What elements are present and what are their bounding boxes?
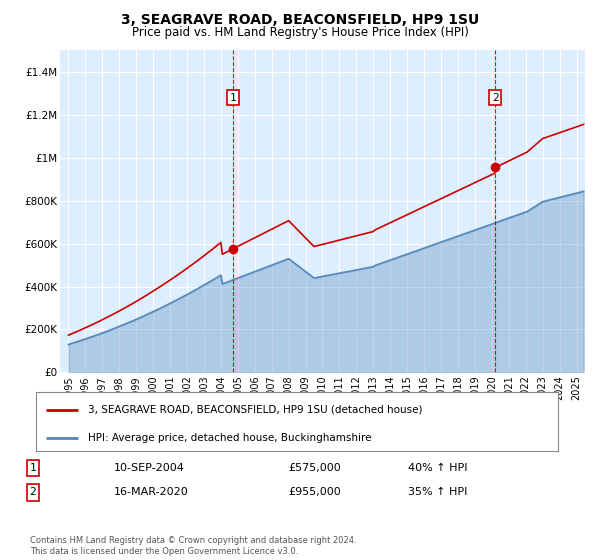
Text: 35% ↑ HPI: 35% ↑ HPI bbox=[408, 487, 467, 497]
Text: 1: 1 bbox=[29, 463, 37, 473]
Text: Contains HM Land Registry data © Crown copyright and database right 2024.
This d: Contains HM Land Registry data © Crown c… bbox=[30, 536, 356, 556]
Text: 3, SEAGRAVE ROAD, BEACONSFIELD, HP9 1SU (detached house): 3, SEAGRAVE ROAD, BEACONSFIELD, HP9 1SU … bbox=[88, 405, 422, 414]
Text: 3, SEAGRAVE ROAD, BEACONSFIELD, HP9 1SU: 3, SEAGRAVE ROAD, BEACONSFIELD, HP9 1SU bbox=[121, 13, 479, 27]
Text: £955,000: £955,000 bbox=[288, 487, 341, 497]
Text: 2: 2 bbox=[29, 487, 37, 497]
Text: Price paid vs. HM Land Registry's House Price Index (HPI): Price paid vs. HM Land Registry's House … bbox=[131, 26, 469, 39]
Text: 40% ↑ HPI: 40% ↑ HPI bbox=[408, 463, 467, 473]
Text: HPI: Average price, detached house, Buckinghamshire: HPI: Average price, detached house, Buck… bbox=[88, 433, 372, 443]
Text: 1: 1 bbox=[229, 92, 236, 102]
Text: 10-SEP-2004: 10-SEP-2004 bbox=[114, 463, 185, 473]
Text: 16-MAR-2020: 16-MAR-2020 bbox=[114, 487, 189, 497]
Text: £575,000: £575,000 bbox=[288, 463, 341, 473]
Text: 2: 2 bbox=[492, 92, 499, 102]
